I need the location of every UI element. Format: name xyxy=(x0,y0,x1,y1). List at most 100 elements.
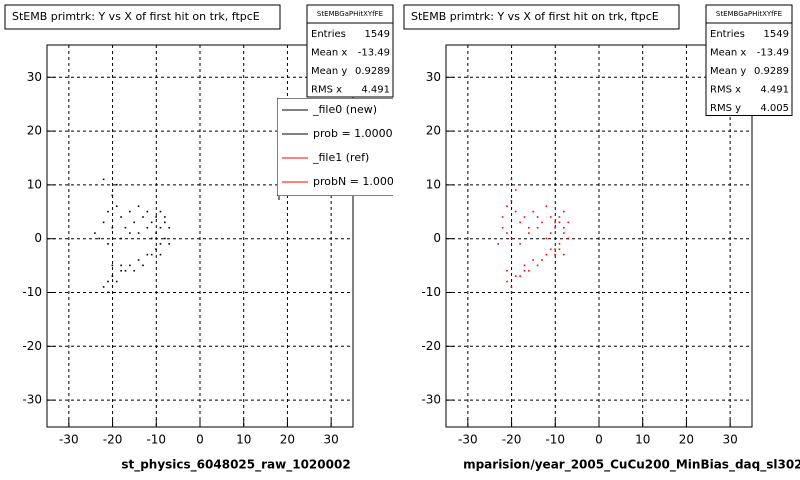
stats-label: RMS x xyxy=(710,85,741,96)
point xyxy=(545,237,548,240)
point xyxy=(102,221,105,224)
point xyxy=(137,205,140,208)
point xyxy=(124,269,127,272)
stats-label: Mean x xyxy=(710,48,746,59)
point xyxy=(146,253,149,256)
legend-label: _file0 (new) xyxy=(312,103,377,116)
point xyxy=(549,248,552,251)
point xyxy=(532,259,535,261)
point xyxy=(164,221,166,224)
point xyxy=(159,226,162,229)
x-tick-label: 30 xyxy=(723,433,738,447)
point xyxy=(129,210,131,213)
point xyxy=(532,210,535,213)
point xyxy=(514,275,517,277)
point xyxy=(567,221,569,224)
point xyxy=(98,237,101,240)
point xyxy=(164,216,166,218)
point xyxy=(558,243,561,245)
x-tick-label: -10 xyxy=(146,433,166,447)
x-tick-label: 0 xyxy=(196,433,204,447)
y-tick-label: -10 xyxy=(22,285,42,299)
stats-label: Entries xyxy=(710,29,745,40)
y-tick-label: 20 xyxy=(426,124,441,138)
stats-label: Mean y xyxy=(710,66,746,77)
point xyxy=(558,216,561,218)
point xyxy=(523,264,526,267)
stats-value: 1549 xyxy=(764,29,789,40)
point xyxy=(506,232,508,234)
point xyxy=(506,280,508,283)
point xyxy=(115,183,118,186)
stats-label: Mean x xyxy=(311,48,347,59)
y-tick-label: 30 xyxy=(426,70,441,84)
y-tick-label: -20 xyxy=(421,339,441,353)
point xyxy=(541,221,543,224)
point xyxy=(102,286,105,288)
point xyxy=(120,216,122,218)
point xyxy=(146,226,149,229)
point xyxy=(142,264,144,267)
legend-label: probN = 1.000000 xyxy=(313,175,415,188)
x-tick-label: 10 xyxy=(635,433,650,447)
y-tick-label: -10 xyxy=(421,285,441,299)
point xyxy=(142,216,144,218)
y-tick-label: 30 xyxy=(27,70,42,84)
stats-box xyxy=(306,4,394,98)
x-tick-label: -20 xyxy=(103,433,123,447)
point xyxy=(510,178,513,181)
point xyxy=(107,291,109,294)
x-axis-label: mparision/year_2005_CuCu200_MinBias_daq_… xyxy=(463,458,800,473)
point xyxy=(120,269,122,272)
point xyxy=(523,216,526,218)
y-tick-label: 0 xyxy=(34,231,42,245)
chart-title: StEMB primtrk: Y vs X of first hit on tr… xyxy=(12,10,260,23)
point xyxy=(558,248,561,251)
point xyxy=(554,253,556,256)
title-box xyxy=(403,4,680,30)
point xyxy=(554,226,556,229)
y-tick-label: 20 xyxy=(27,124,42,138)
point xyxy=(563,210,565,213)
point xyxy=(133,269,136,272)
point xyxy=(510,286,513,288)
point xyxy=(545,205,548,208)
point xyxy=(549,232,552,234)
point xyxy=(514,210,517,213)
stats-box xyxy=(705,4,793,116)
stats-label: Entries xyxy=(311,29,346,40)
stats-title: StEMBGaPHitXYfFE xyxy=(317,10,383,18)
x-tick-label: -20 xyxy=(502,433,522,447)
stats-label: RMS x xyxy=(311,85,342,96)
x-tick-label: 0 xyxy=(595,433,603,447)
point xyxy=(541,259,543,261)
legend: _file0 (new) prob = 1.000000 _file1 (ref) p… xyxy=(277,98,415,196)
point xyxy=(107,243,109,245)
stats-value: 0.9289 xyxy=(754,66,789,77)
point xyxy=(528,232,530,234)
stats-value: 1549 xyxy=(365,29,390,40)
point xyxy=(150,221,153,224)
stats-value: 4.491 xyxy=(760,85,789,96)
legend-label: _file1 (ref) xyxy=(312,151,369,164)
x-tick-label: -30 xyxy=(458,433,478,447)
point xyxy=(137,259,140,261)
x-tick-label: -10 xyxy=(545,433,565,447)
point xyxy=(554,221,556,224)
point xyxy=(519,275,521,277)
point xyxy=(514,189,517,191)
point xyxy=(506,269,508,272)
point xyxy=(536,264,539,267)
point xyxy=(102,178,105,181)
point xyxy=(159,210,162,213)
point xyxy=(164,237,166,240)
point xyxy=(120,264,122,267)
x-tick-label: 10 xyxy=(236,433,251,447)
stats-title: StEMBGaPHitXYfFE xyxy=(716,10,782,18)
point xyxy=(155,248,157,251)
point xyxy=(111,226,114,229)
y-tick-label: -20 xyxy=(22,339,42,353)
point xyxy=(501,216,504,218)
point xyxy=(146,210,149,213)
point xyxy=(115,205,118,208)
